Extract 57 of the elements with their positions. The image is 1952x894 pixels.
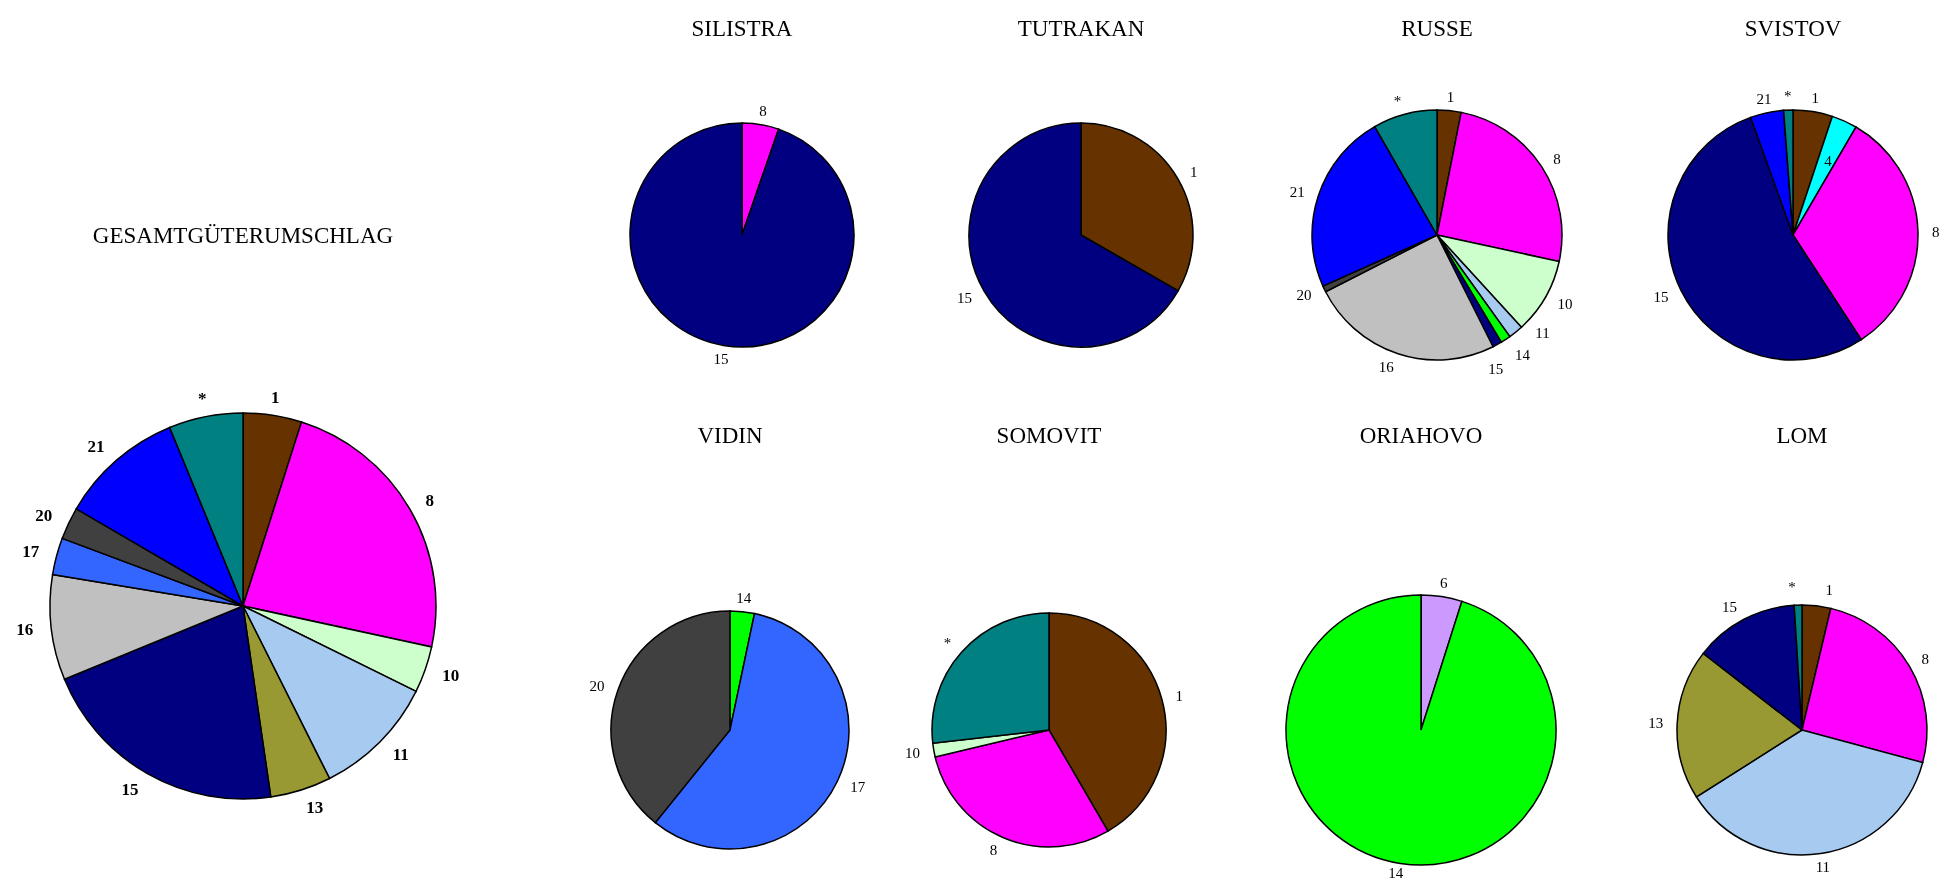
slice-label: 1 bbox=[1811, 89, 1819, 106]
slice-label: * bbox=[1784, 88, 1792, 105]
slice-label: 21 bbox=[1756, 91, 1772, 108]
slice-label: 13 bbox=[306, 797, 324, 817]
slice-label: 20 bbox=[589, 677, 605, 694]
slice-label: * bbox=[197, 389, 207, 409]
slice-label: 15 bbox=[956, 290, 972, 307]
chart-title: LOM bbox=[1775, 422, 1829, 450]
slice-label: 11 bbox=[1815, 859, 1831, 876]
slice-label: 20 bbox=[1296, 286, 1312, 303]
slice-label: 17 bbox=[22, 542, 40, 562]
chart-title: VIDIN bbox=[696, 422, 764, 450]
slice-label: * bbox=[943, 634, 952, 651]
slice-label: 8 bbox=[1553, 150, 1561, 167]
slice-label: * bbox=[1393, 92, 1402, 109]
slice-label: 15 bbox=[1488, 360, 1504, 377]
chart-title: RUSSE bbox=[1400, 15, 1474, 43]
slice-label: 1 bbox=[271, 388, 280, 407]
slice-label: 14 bbox=[1388, 864, 1404, 881]
pie-slice bbox=[1285, 594, 1557, 866]
slice-label: 11 bbox=[392, 745, 409, 765]
slice-label: 1 bbox=[1825, 581, 1834, 598]
slice-label: 21 bbox=[87, 437, 105, 457]
slice-label: 13 bbox=[1648, 715, 1664, 732]
slice-label: 10 bbox=[442, 666, 460, 686]
slice-label: 14 bbox=[1514, 346, 1531, 363]
slice-label: 8 bbox=[759, 102, 767, 119]
slice-label: 1 bbox=[1175, 687, 1183, 704]
slice-label: 8 bbox=[989, 842, 998, 859]
chart-title: ORIAHOVO bbox=[1358, 422, 1484, 450]
chart-title: GESAMTGÜTERUMSCHLAG bbox=[91, 222, 395, 250]
slice-label: 15 bbox=[713, 351, 729, 368]
slice-label: 15 bbox=[1653, 288, 1669, 305]
slice-label: 10 bbox=[904, 744, 920, 761]
slice-label: 16 bbox=[1378, 359, 1395, 376]
chart-title: SOMOVIT bbox=[995, 422, 1103, 450]
slice-label: 16 bbox=[16, 620, 34, 640]
chart-title: TUTRAKAN bbox=[1016, 15, 1146, 43]
chart-title: SVISTOV bbox=[1743, 15, 1843, 43]
slice-label: * bbox=[1788, 579, 1796, 596]
pie-slice bbox=[629, 122, 855, 348]
slice-label: 6 bbox=[1440, 574, 1449, 591]
slice-label: 11 bbox=[1535, 325, 1550, 342]
slice-label: 21 bbox=[1289, 184, 1305, 201]
slice-label: 1 bbox=[1190, 163, 1198, 180]
slice-label: 8 bbox=[1921, 650, 1929, 667]
slice-label: 15 bbox=[121, 779, 139, 799]
slice-label: 14 bbox=[736, 589, 752, 606]
slice-label: 4 bbox=[1824, 153, 1833, 170]
slice-label: 1 bbox=[1446, 88, 1455, 105]
chart-title: SILISTRA bbox=[690, 15, 794, 43]
slice-label: 20 bbox=[35, 506, 53, 526]
slice-label: 17 bbox=[850, 779, 866, 796]
slice-label: 15 bbox=[1721, 599, 1737, 616]
slice-label: 8 bbox=[1931, 223, 1940, 240]
slice-label: 8 bbox=[425, 490, 435, 510]
slice-label: 10 bbox=[1557, 296, 1573, 313]
